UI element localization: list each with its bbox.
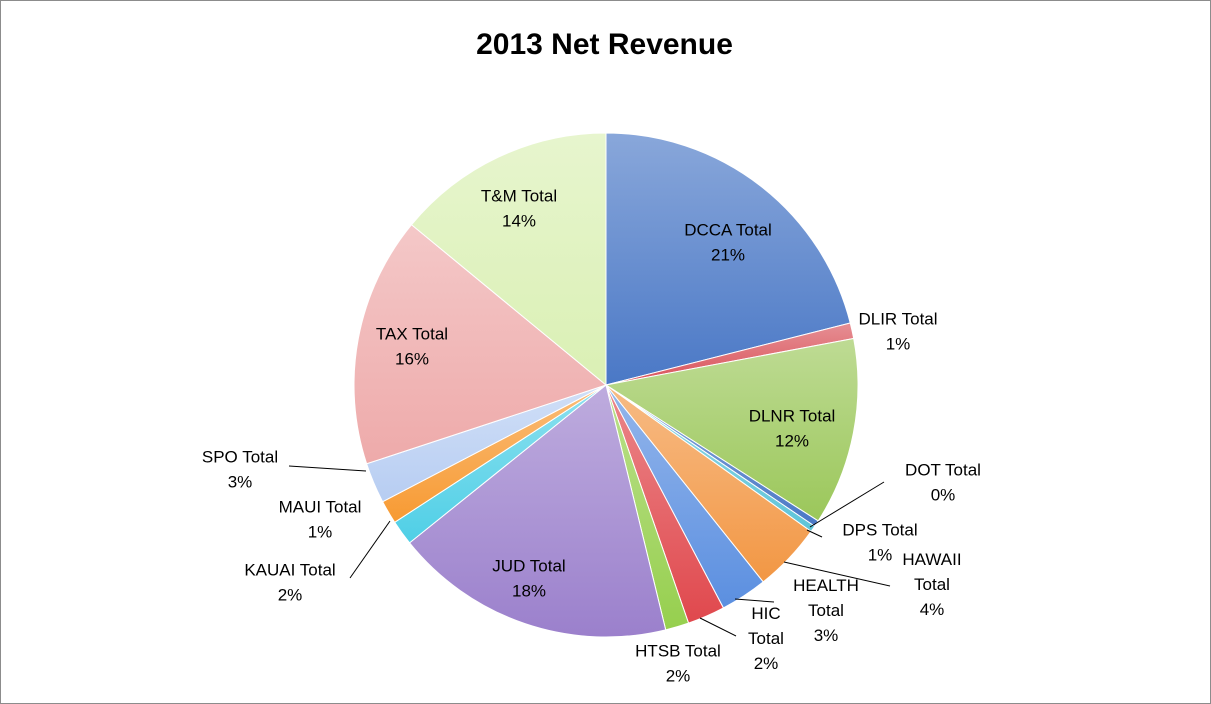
leader-line-kauai-total	[349, 520, 391, 579]
data-label-dcca-total: DCCA Total 21%	[684, 221, 772, 265]
leader-line-dps-total	[806, 529, 823, 538]
data-label-hawaii-total: HAWAII Total 4%	[902, 550, 961, 619]
slice-t-m-total	[410, 132, 607, 387]
data-label-dot-total: DOT Total 0%	[905, 461, 981, 505]
leader-line-hic-total	[699, 617, 737, 637]
data-label-dlir-total: DLIR Total 1%	[858, 310, 937, 354]
data-label-dps-total: DPS Total 1%	[842, 521, 917, 565]
data-label-jud-total: JUD Total 18%	[492, 557, 565, 601]
data-label-spo-total: SPO Total 3%	[202, 448, 278, 492]
slice-dcca-total	[605, 132, 851, 386]
data-label-maui-total: MAUI Total 1%	[279, 498, 362, 542]
data-label-t-m-total: T&M Total 14%	[481, 187, 557, 231]
leader-line-hawaii-total	[783, 561, 891, 587]
data-label-dlnr-total: DLNR Total 12%	[749, 407, 836, 451]
leader-line-dot-total	[809, 481, 885, 528]
leader-line-spo-total	[288, 465, 367, 472]
data-label-htsb-total: HTSB Total 2%	[635, 642, 721, 686]
data-label-kauai-total: KAUAI Total 2%	[244, 561, 335, 605]
slice-dlnr-total	[604, 337, 859, 522]
data-label-tax-total: TAX Total 16%	[376, 325, 448, 369]
slice-jud-total	[408, 384, 667, 638]
slice-tax-total	[353, 224, 608, 465]
pie-slices	[353, 132, 859, 638]
data-label-health-total: HEALTH Total 3%	[793, 576, 859, 645]
chart-title: 2013 Net Revenue	[476, 28, 733, 61]
data-label-hic-total: HIC Total 2%	[748, 604, 784, 673]
leader-line-health-total	[734, 598, 775, 603]
slice-labels: DCCA Total 21% DLIR Total 1% DLNR Total 12% DO…	[202, 187, 981, 686]
